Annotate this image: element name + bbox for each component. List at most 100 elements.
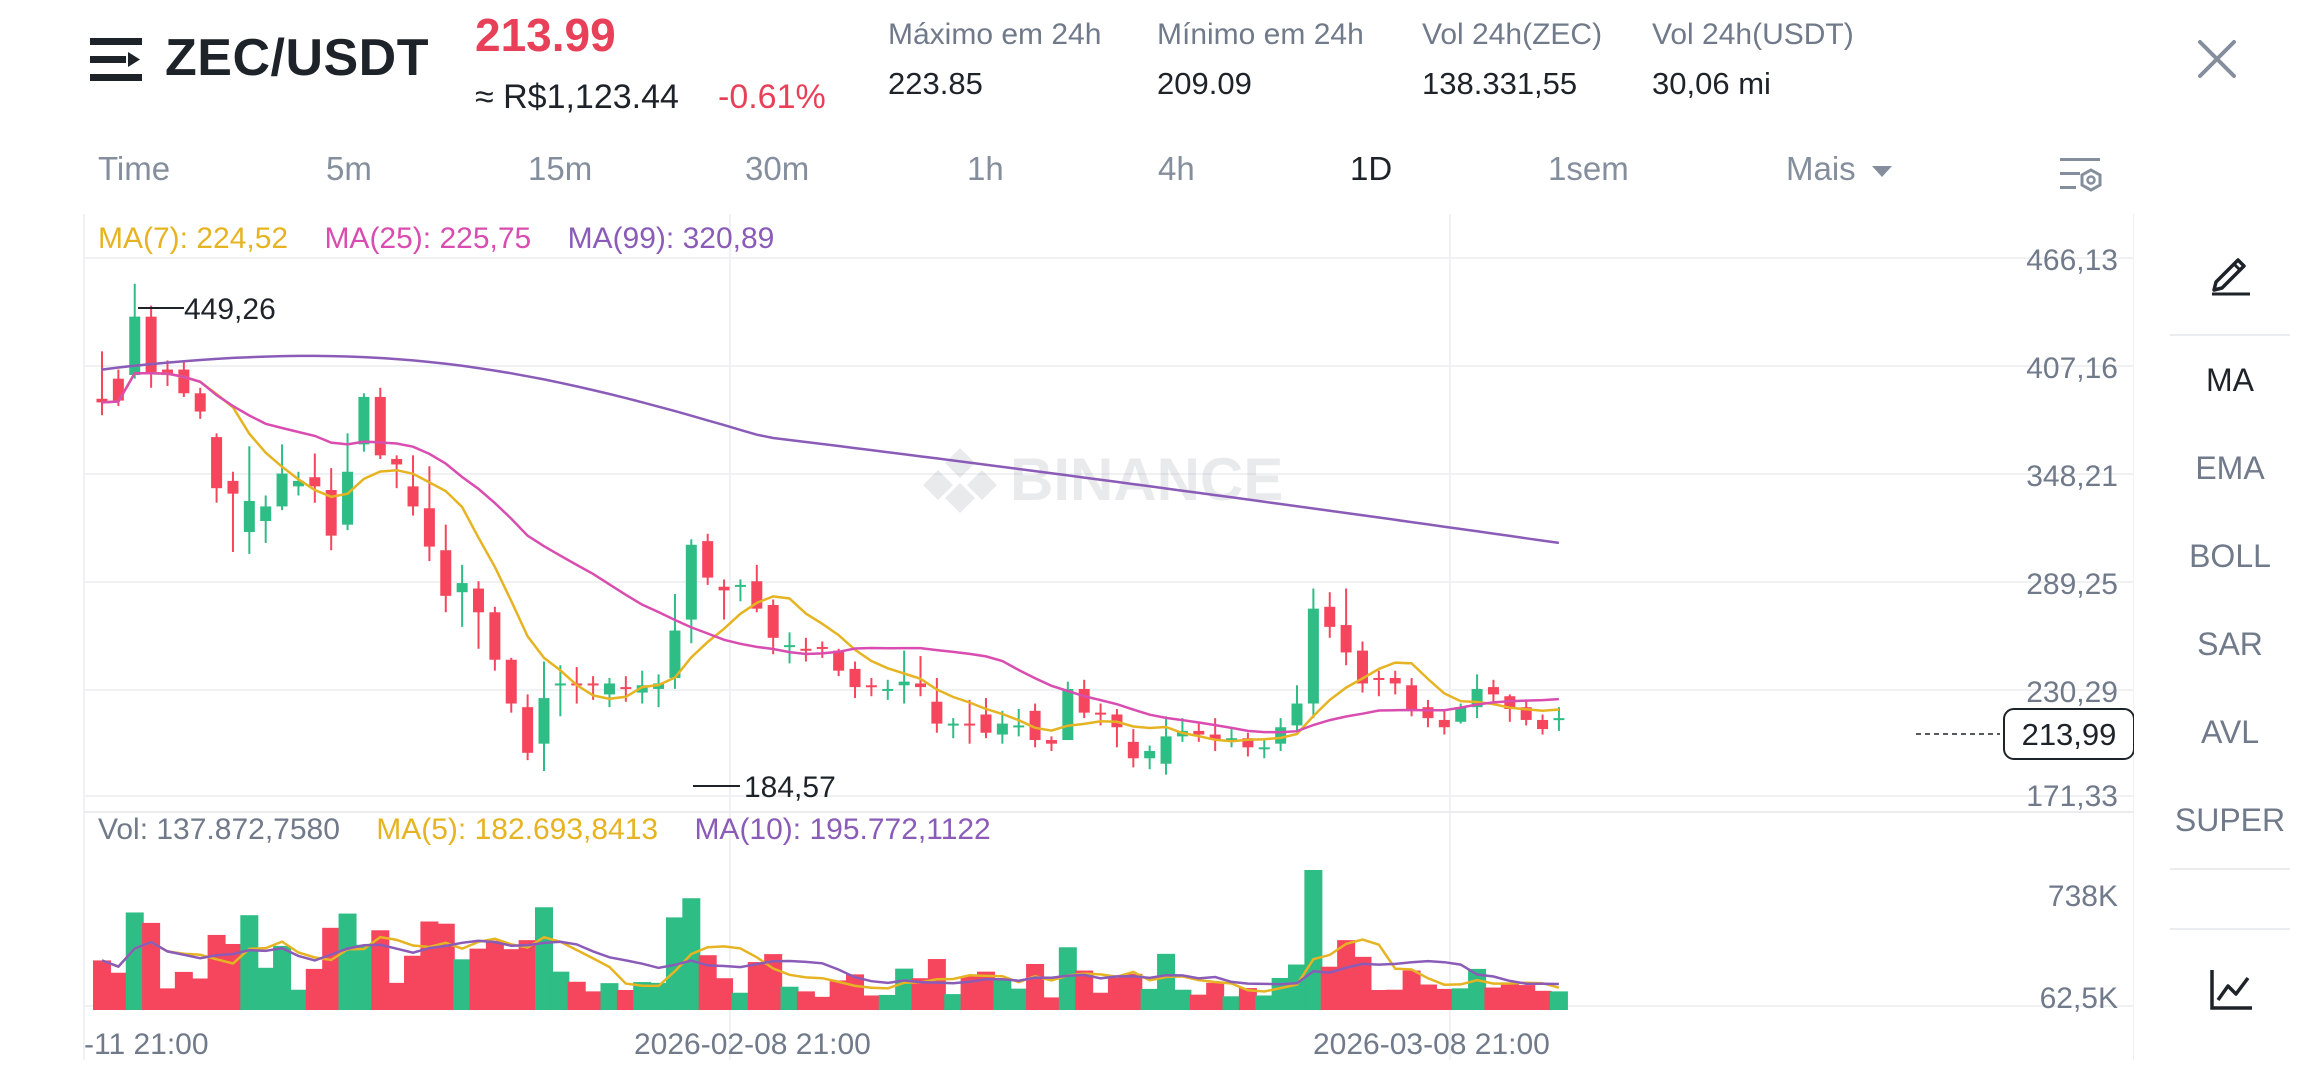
legend-ma99: MA(99): 320,89 [567,222,775,255]
stat-label: Máximo em 24h [888,18,1102,51]
legend-vol: Vol: 137.872,7580 [98,813,340,846]
tab-time[interactable]: Time [98,150,171,187]
volume-bar [796,991,815,1010]
volume-bar [927,959,946,1010]
volume-bar [944,994,963,1010]
candle-body [260,506,272,522]
indicator-sar[interactable]: SAR [2197,626,2263,662]
candle-body [1029,710,1041,741]
volume-legend: Vol: 137.872,7580 MA(5): 182.693,8413 MA… [98,813,1019,847]
volume-bar [109,972,128,1010]
chart-line-icon[interactable] [2208,966,2254,1012]
volume-bar [436,923,455,1010]
volume-bar [829,980,848,1010]
candle-body [292,480,304,487]
candle-body [211,437,223,489]
volume-bar [1173,989,1192,1010]
candle-body [734,584,746,587]
tab-more-label: Mais [1786,150,1856,187]
tab-5m[interactable]: 5m [326,150,372,187]
tab-1d[interactable]: 1D [1350,150,1393,187]
volume-bar [813,996,832,1010]
chart-settings-icon[interactable] [2058,154,2104,198]
candle-body [800,648,812,651]
candle-body [784,645,796,648]
volume-bar [764,954,783,1010]
legend-vol-ma5: MA(5): 182.693,8413 [376,813,659,846]
candle-body [996,723,1008,735]
divider [2170,928,2290,930]
volume-bar [1091,992,1110,1010]
volume-bar [698,955,717,1010]
close-icon[interactable] [2192,34,2242,84]
date-tick: 2026-02-08 21:00 [634,1028,871,1060]
candle-body [1078,688,1090,713]
volume-tick: 62,5K [2040,982,2118,1015]
date-tick: -11 21:00 [84,1028,209,1060]
tab-more[interactable]: Mais [1786,150,1893,188]
candle-body [718,586,730,591]
candle-body [129,316,141,376]
price-tick: 289,25 [2026,568,2118,601]
candlestick-chart[interactable]: BINANCE 449,26 184,57 213,99 466,13 407,… [80,210,2134,1060]
candle-body [1340,625,1352,653]
volume-bar [404,955,423,1010]
candle-body [178,369,190,394]
tab-30m[interactable]: 30m [745,150,810,187]
brl-price: ≈ R$1,123.44 [475,78,679,116]
indicator-panel: MA EMA BOLL SAR AVL SUPER [2170,220,2290,1060]
volume-bar [780,986,799,1010]
ma-legend: MA(7): 224,52 MA(25): 225,75 MA(99): 320… [98,222,802,256]
volume-bar [1157,953,1176,1010]
tab-4h[interactable]: 4h [1158,150,1195,187]
indicator-ma[interactable]: MA [2206,362,2254,398]
candle-body [473,588,485,613]
volume-bar [911,978,930,1010]
volume-bar [1288,964,1307,1010]
indicator-super[interactable]: SUPER [2174,802,2286,838]
tab-15m[interactable]: 15m [528,150,593,187]
volume-bar [567,981,586,1010]
candle-body [440,550,452,596]
candle-body [669,630,681,678]
menu-icon[interactable] [90,36,142,84]
indicator-avl[interactable]: AVL [2200,714,2260,750]
candle-body [1520,707,1532,720]
volume-bar [518,940,537,1010]
volume-bar [976,971,995,1010]
stat-value: 30,06 mi [1652,66,1771,101]
tab-1sem[interactable]: 1sem [1548,150,1629,187]
volume-bar [1026,963,1045,1010]
candle-body [931,701,943,724]
indicator-boll[interactable]: BOLL [2189,538,2271,574]
volume-bar [633,982,652,1010]
candle-body [620,687,632,690]
candle-body [898,681,910,686]
pair-title[interactable]: ZEC/USDT [165,29,429,87]
candle-body [751,581,763,609]
candle-body [833,650,845,671]
current-price-tag-box [2003,708,2134,760]
indicator-ema[interactable]: EMA [2195,450,2265,486]
candle-body [1406,685,1418,710]
volume-bar [354,944,373,1010]
volume-bar [93,960,111,1010]
volume-bar [731,992,750,1010]
pencil-icon[interactable] [2208,250,2254,296]
volume-bar [371,930,390,1010]
stat-value: 138.331,55 [1422,66,1578,101]
volume-bar [1222,996,1241,1010]
volume-bar [1451,988,1470,1010]
candle-body [112,378,124,401]
volume-bar [207,934,226,1010]
volume-bar [273,945,292,1010]
candle-body [1045,740,1057,744]
candle-body [276,473,288,507]
legend-vol-ma10: MA(10): 195.772,1122 [694,813,991,846]
volume-bar [453,959,472,1010]
volume-bar [1418,984,1437,1010]
tab-1h[interactable]: 1h [967,150,1004,187]
volume-bar [338,913,357,1010]
date-tick: 2026-03-08 21:00 [1313,1028,1550,1060]
candle-body [1291,703,1303,726]
